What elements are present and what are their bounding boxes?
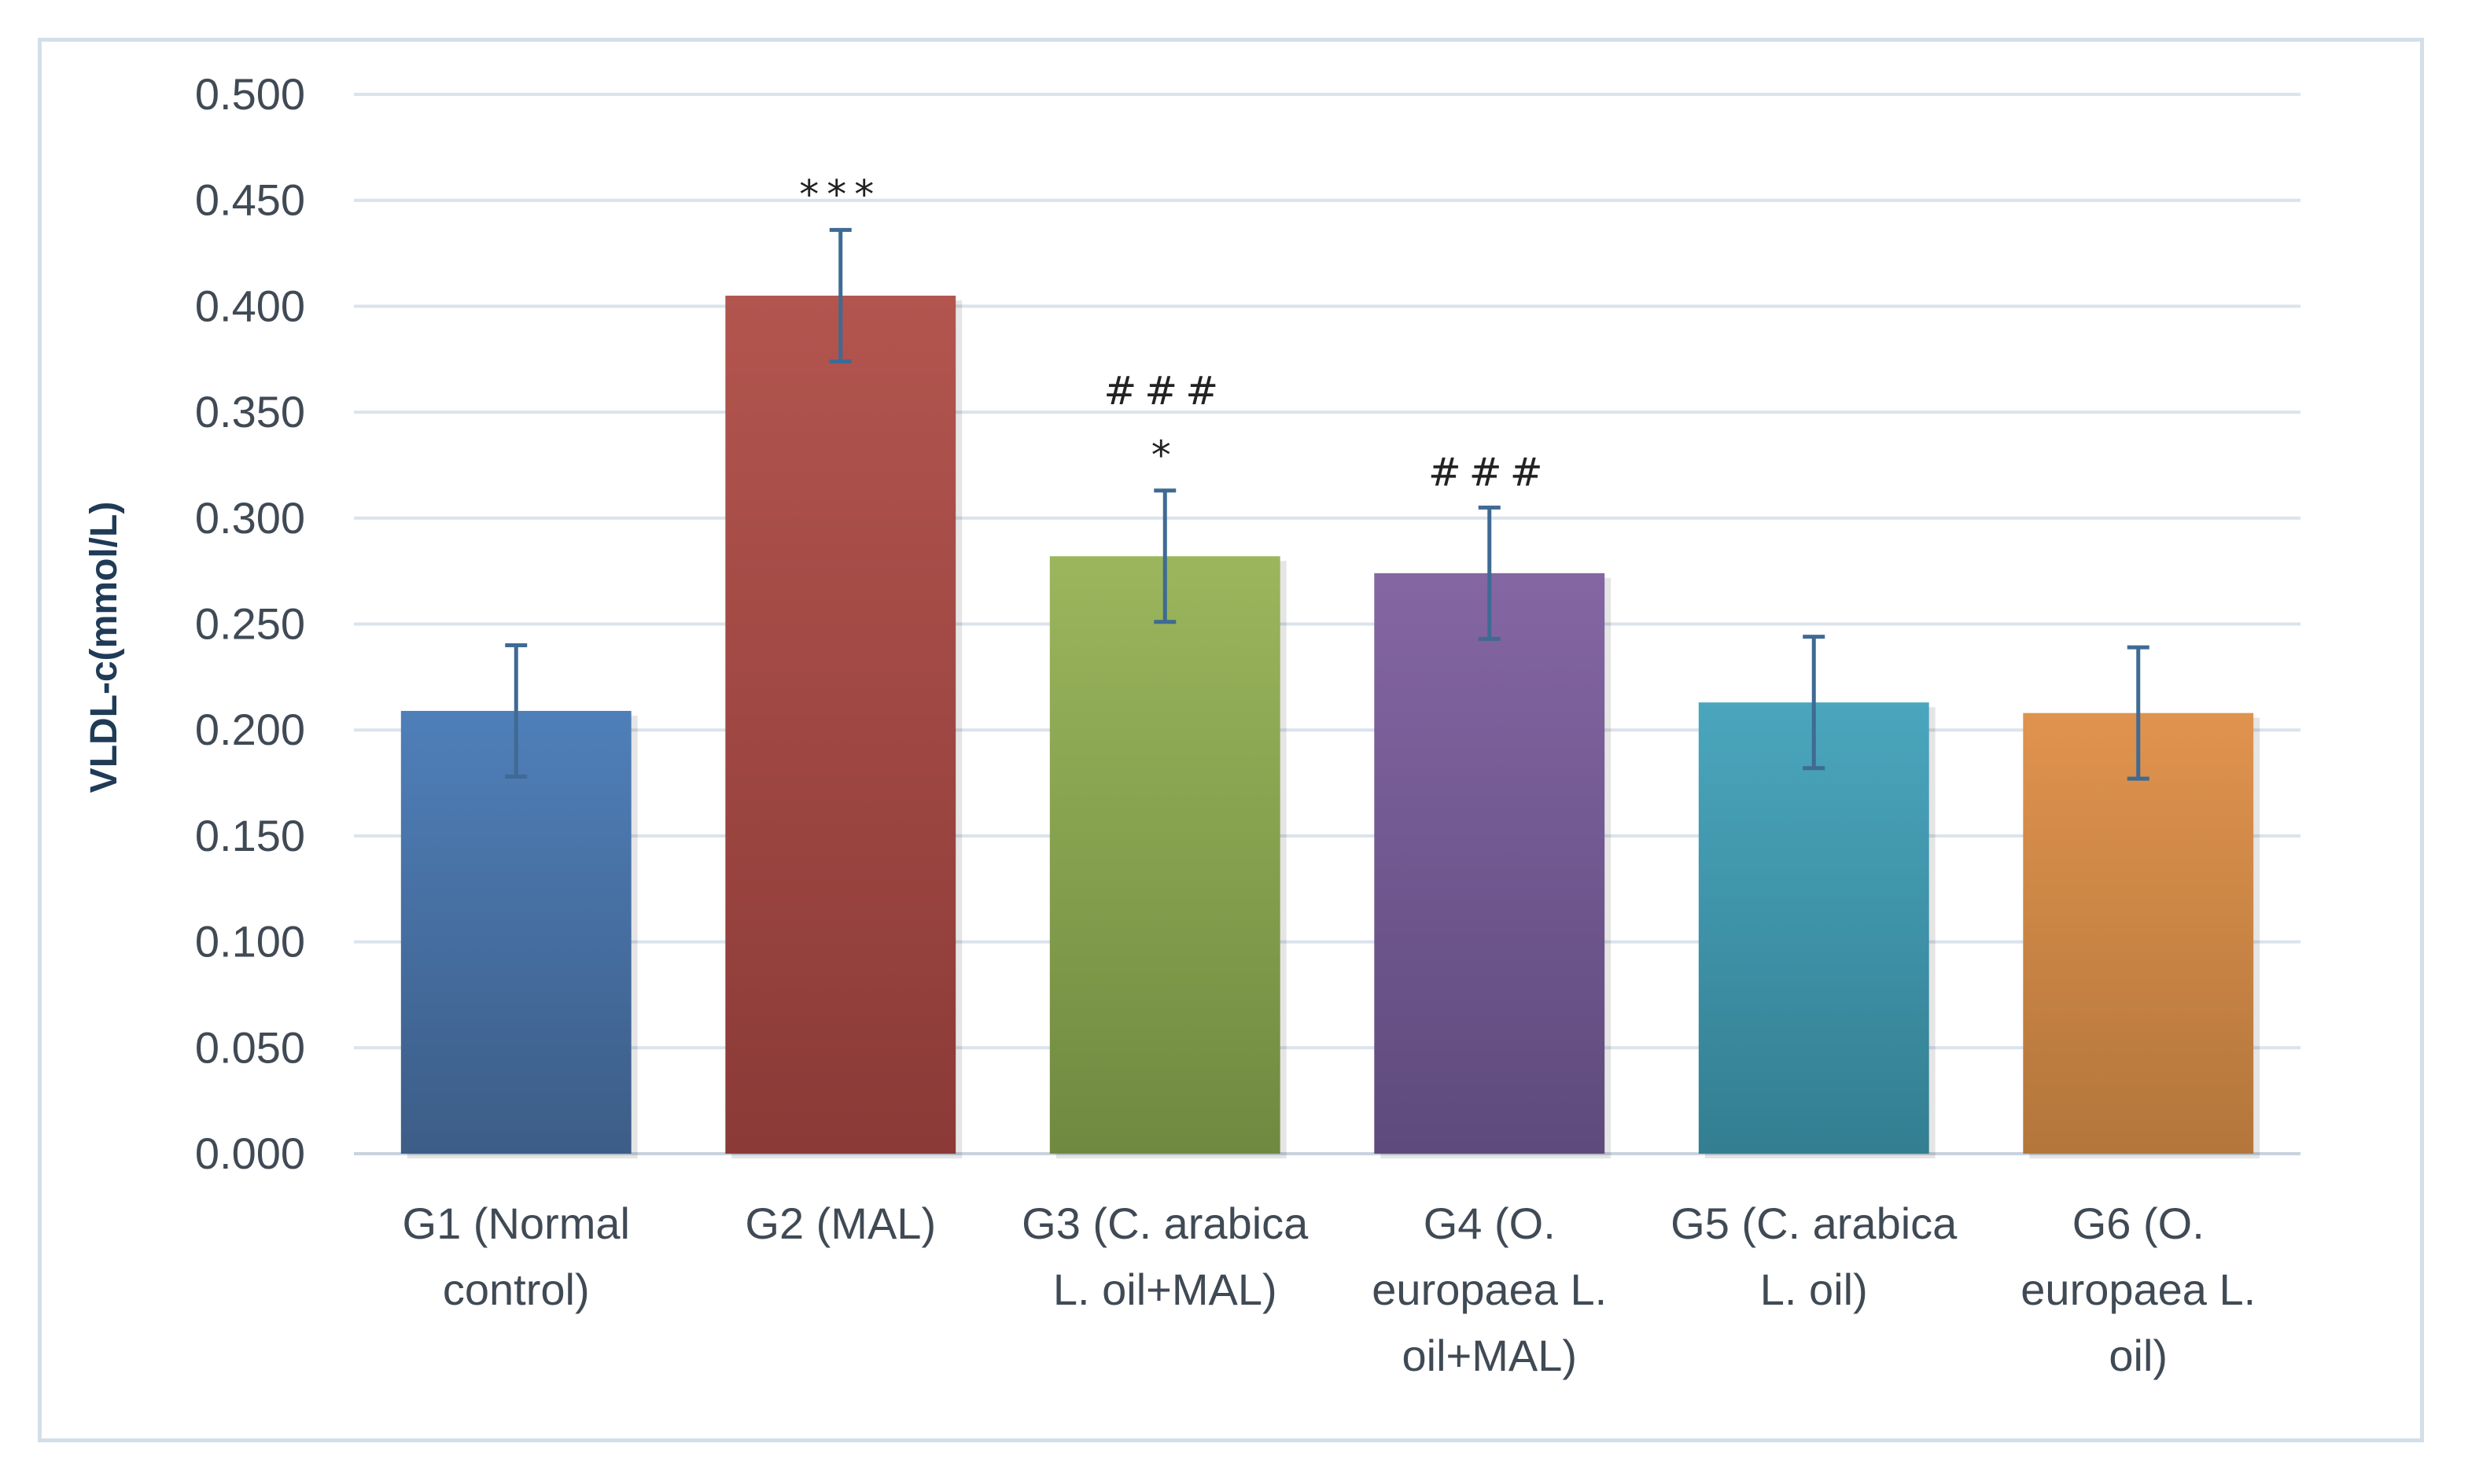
bar: [725, 295, 956, 1154]
y-tick-label: 0.400: [195, 281, 305, 330]
x-category-label: G1 (Normal: [403, 1199, 630, 1248]
y-tick-label: 0.300: [195, 493, 305, 543]
y-tick-label: 0.250: [195, 599, 305, 649]
x-category-label: L. oil+MAL): [1053, 1265, 1277, 1314]
y-tick-label: 0.200: [195, 705, 305, 754]
x-category-label: G3 (C. arabica: [1022, 1199, 1309, 1248]
significance-marker: ###: [1428, 449, 1551, 495]
y-tick-label: 0.450: [195, 175, 305, 225]
bar: [1698, 702, 1929, 1154]
x-category-label: G4 (O.: [1424, 1199, 1556, 1248]
significance-marker: ***: [799, 171, 882, 217]
y-tick-label: 0.500: [195, 69, 305, 119]
bar: [400, 710, 632, 1154]
significance-marker: ###: [1103, 368, 1226, 414]
x-category-label: europaea L.: [2020, 1265, 2256, 1314]
y-axis-title: VLDL-c(mmol/L): [83, 502, 125, 794]
x-category-label: G6 (O.: [2072, 1199, 2205, 1248]
x-category-label: L. oil): [1760, 1265, 1868, 1314]
x-category-label: G5 (C. arabica: [1671, 1199, 1958, 1248]
x-category-label: G2 (MAL): [745, 1199, 936, 1248]
x-category-label: oil+MAL): [1402, 1331, 1577, 1380]
y-tick-label: 0.350: [195, 387, 305, 436]
y-tick-label: 0.150: [195, 811, 305, 860]
x-category-label: oil): [2109, 1331, 2168, 1380]
bar: [2023, 713, 2254, 1154]
bar: [1049, 556, 1280, 1154]
significance-marker: *: [1151, 433, 1179, 478]
bar: [1374, 573, 1605, 1154]
x-category-label: control): [443, 1265, 590, 1314]
y-tick-label: 0.100: [195, 917, 305, 967]
y-tick-label: 0.000: [195, 1129, 305, 1178]
x-category-label: europaea L.: [1372, 1265, 1607, 1314]
y-tick-label: 0.050: [195, 1022, 305, 1072]
